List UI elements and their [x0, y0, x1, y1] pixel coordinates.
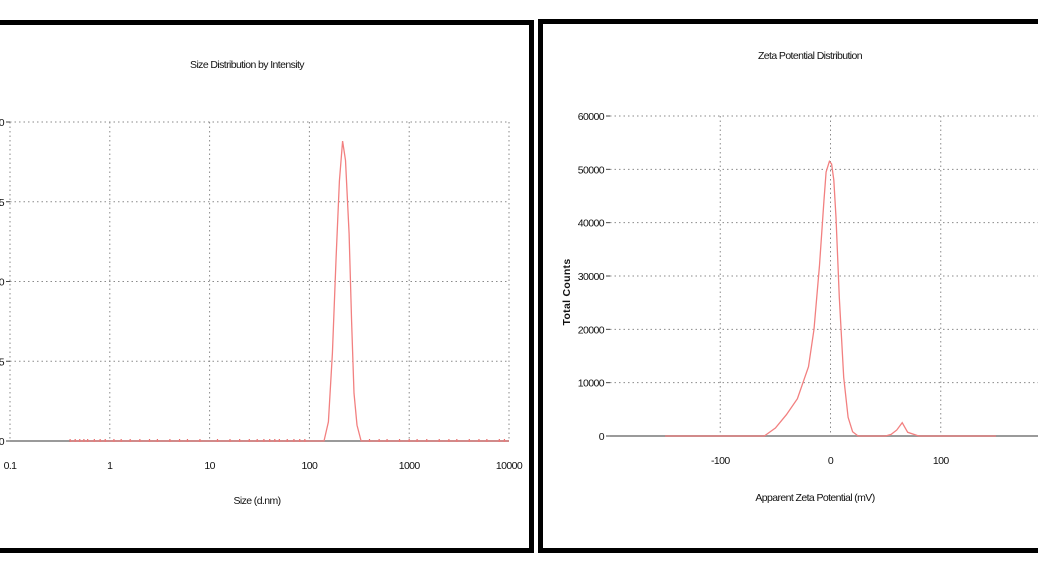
- zeta-ytick-label-0: 0: [599, 431, 605, 443]
- size-xtick-label-4: 1000: [399, 460, 421, 472]
- size-series-line-0: [70, 141, 509, 442]
- size-xtick-label-2: 10: [204, 460, 215, 472]
- size-xtick-label-0: 0.1: [4, 460, 18, 472]
- size-ytick-label-4: 20: [0, 117, 5, 129]
- zeta-potential-panel: Zeta Potential Distribution 0 10000 20000 30…: [538, 19, 1038, 553]
- zeta-ylabel: Total Counts: [561, 259, 573, 326]
- zeta-series-line-0: [665, 159, 996, 437]
- size-xlabel: Size (d.nm): [233, 495, 280, 507]
- zeta-potential-chart: Zeta Potential Distribution 0 10000 20000 30…: [561, 50, 1038, 504]
- size-ytick-label-3: 15: [0, 197, 5, 209]
- zeta-xtick-label-0: -100: [711, 455, 730, 467]
- zeta-xtick-label-2: 100: [933, 455, 949, 467]
- size-ytick-label-0: 0: [0, 436, 5, 448]
- size-ytick-label-1: 5: [0, 356, 5, 368]
- zeta-xtick-label-1: 0: [828, 455, 834, 467]
- size-xtick-label-3: 100: [302, 460, 318, 472]
- zeta-ytick-label-1: 10000: [578, 378, 605, 390]
- size-distribution-chart: Size Distribution by Intensity 0 5 10 15 20 0.…: [0, 59, 523, 507]
- size-xtick-label-5: 10000: [496, 460, 523, 472]
- size-title: Size Distribution by Intensity: [190, 59, 305, 71]
- size-distribution-panel: Size Distribution by Intensity 0 5 10 15 20 0.…: [0, 20, 534, 553]
- zeta-xlabel: Apparent Zeta Potential (mV): [755, 492, 874, 504]
- zeta-ytick-label-2: 20000: [578, 324, 605, 336]
- zeta-ytick-label-3: 30000: [578, 271, 605, 283]
- zeta-title: Zeta Potential Distribution: [758, 50, 863, 62]
- zeta-ytick-label-4: 40000: [578, 218, 605, 230]
- zeta-ytick-label-6: 60000: [578, 111, 605, 123]
- zeta-ytick-label-5: 50000: [578, 164, 605, 176]
- size-xtick-label-1: 1: [107, 460, 113, 472]
- size-ytick-label-2: 10: [0, 277, 5, 289]
